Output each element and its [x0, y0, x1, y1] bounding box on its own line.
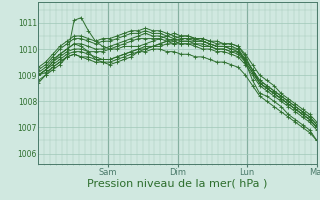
- X-axis label: Pression niveau de la mer( hPa ): Pression niveau de la mer( hPa ): [87, 179, 268, 189]
